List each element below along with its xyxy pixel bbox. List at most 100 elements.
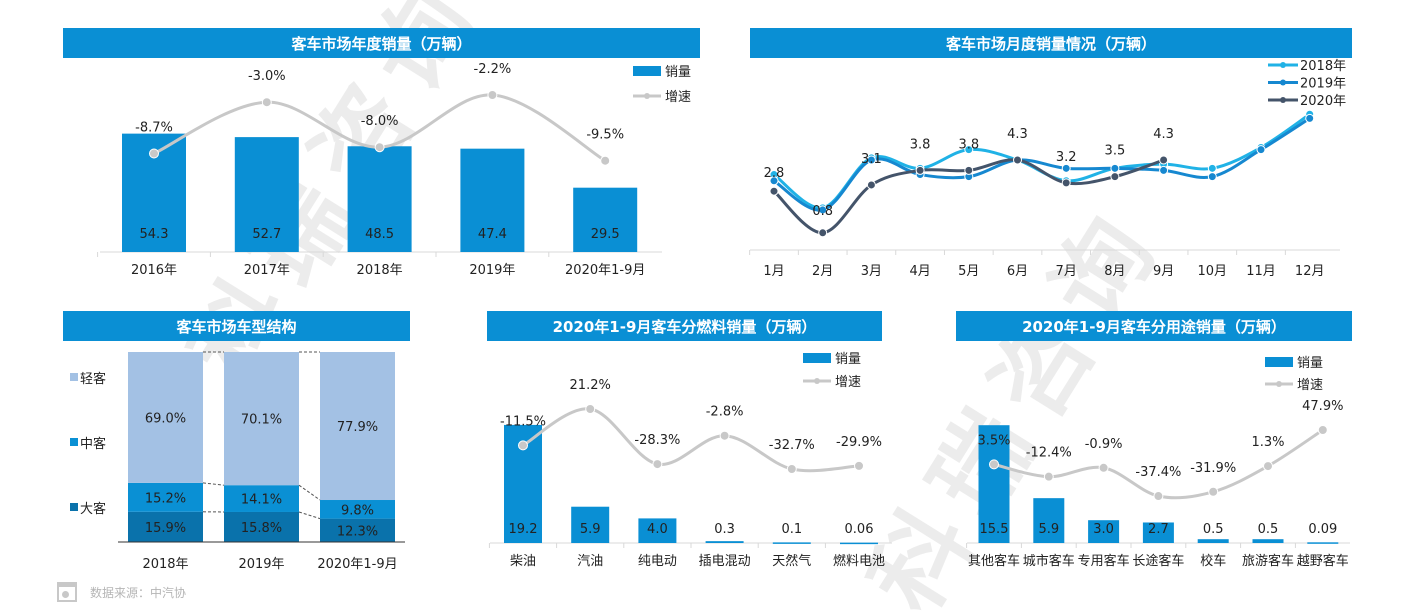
data-label: 4.3	[1153, 127, 1174, 142]
x-tick-label: 5月	[958, 264, 979, 279]
growth-point	[261, 97, 272, 108]
growth-point	[652, 459, 663, 470]
bar-value-label: 5.9	[580, 522, 601, 537]
x-tick-label: 3月	[861, 264, 882, 279]
bar-value-label: 4.0	[647, 522, 668, 537]
series-point	[964, 165, 974, 175]
segment-label: 9.8%	[341, 503, 374, 518]
bar	[1088, 520, 1120, 543]
growth-label: -28.3%	[634, 433, 680, 448]
x-tick-label: 柴油	[510, 554, 536, 569]
series-point	[1061, 163, 1071, 173]
growth-label: -2.2%	[474, 62, 512, 77]
x-tick-label: 其他客车	[968, 553, 1020, 569]
series-line-2018年	[773, 113, 1311, 210]
legend-label: 中客	[80, 436, 106, 452]
growth-point	[600, 155, 611, 166]
x-tick-label: 越野客车	[1297, 553, 1349, 569]
legend-bar-swatch	[633, 66, 661, 76]
growth-label: 21.2%	[570, 378, 611, 393]
growth-label: -12.4%	[1026, 446, 1072, 461]
bar-value-label: 48.5	[365, 227, 394, 242]
bar-value-label: 52.7	[252, 227, 281, 242]
legend-bar-swatch	[1265, 357, 1293, 367]
x-tick-label: 2018年	[142, 557, 188, 572]
connector-line	[202, 482, 225, 486]
legend-label: 销量	[835, 352, 861, 367]
growth-point	[518, 440, 528, 451]
x-tick-label: 4月	[909, 264, 930, 279]
x-tick-label: 2018年	[357, 263, 403, 278]
x-tick-label: 纯电动	[638, 554, 677, 569]
segment-label: 15.9%	[145, 521, 186, 536]
bar	[705, 541, 744, 543]
growth-label: 47.9%	[1302, 399, 1343, 414]
growth-label: -2.8%	[706, 405, 744, 420]
data-label: 2.8	[764, 166, 785, 181]
bar-value-label: 0.1	[781, 522, 802, 537]
data-label: 3.1	[861, 152, 882, 167]
stacked-segment-轻客	[224, 352, 299, 486]
legend-label: 增速	[835, 375, 861, 390]
legend-label: 2019年	[1300, 77, 1346, 92]
footer: 数据来源：中汽协	[57, 582, 186, 602]
growth-point	[1263, 461, 1273, 472]
series-point	[1159, 165, 1169, 175]
data-label: 3.8	[910, 137, 931, 152]
bar-value-label: 3.0	[1093, 522, 1114, 537]
growth-point	[1208, 486, 1219, 497]
x-tick-label: 城市客车	[1023, 553, 1075, 569]
growth-point	[854, 460, 864, 471]
segment-label: 12.3%	[337, 524, 378, 539]
series-point	[769, 186, 779, 196]
legend-label: 2018年	[1300, 59, 1346, 74]
growth-point	[989, 459, 999, 470]
bar-value-label: 54.3	[140, 227, 169, 242]
series-point	[1110, 172, 1120, 182]
x-tick-label: 旅游客车	[1242, 553, 1294, 569]
growth-label: -3.0%	[248, 69, 286, 84]
growth-point	[487, 90, 498, 100]
bar-value-label: 5.9	[1038, 522, 1059, 537]
stacked-segment-中客	[128, 482, 203, 512]
legend-bar-swatch	[803, 353, 831, 363]
chart-title-fuel: 2020年1-9月客车分燃料销量（万辆）	[487, 311, 882, 341]
legend-line-marker	[814, 378, 820, 384]
segment-label: 15.8%	[241, 521, 282, 536]
bar	[234, 137, 299, 252]
legend-swatch	[70, 438, 78, 446]
x-tick-label: 插电混动	[699, 554, 751, 569]
stacked-segment-大客	[128, 511, 203, 542]
bar	[347, 146, 412, 252]
segment-label: 70.1%	[241, 413, 282, 428]
stacked-segment-轻客	[320, 352, 395, 501]
series-point	[1013, 155, 1022, 165]
x-tick-label: 1月	[763, 264, 784, 279]
bar-value-label: 0.3	[714, 522, 735, 537]
bar	[772, 542, 811, 544]
segment-label: 77.9%	[337, 420, 378, 435]
connector-line	[298, 484, 321, 501]
series-point	[818, 228, 828, 238]
series-point	[1061, 178, 1071, 188]
bar	[571, 506, 610, 543]
x-tick-label: 2017年	[244, 263, 290, 278]
legend-swatch	[70, 373, 78, 381]
bar	[1197, 539, 1229, 543]
legend-label: 增速	[1297, 378, 1323, 393]
series-point	[1110, 163, 1120, 173]
bar	[460, 148, 525, 252]
x-tick-label: 12月	[1295, 264, 1325, 279]
x-tick-label: 2月	[812, 264, 833, 279]
data-label: 3.2	[1056, 150, 1077, 165]
x-tick-label: 2020年1-9月	[317, 557, 397, 572]
bar	[573, 187, 638, 252]
legend-label: 大客	[80, 501, 106, 517]
bar-value-label: 0.5	[1203, 522, 1224, 537]
growth-label: -11.5%	[500, 414, 546, 429]
growth-point	[786, 463, 797, 474]
stacked-segment-大客	[224, 511, 299, 542]
growth-label: -0.9%	[1085, 437, 1123, 452]
bar	[638, 518, 677, 543]
